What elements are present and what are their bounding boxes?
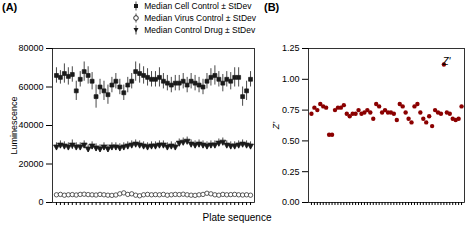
svg-text:0.00: 0.00	[282, 197, 300, 207]
svg-text:Luminescence: Luminescence	[9, 96, 19, 154]
html-text:(B): (B)	[264, 1, 280, 13]
html-text:(A): (A)	[2, 1, 18, 13]
svg-text:Z’: Z’	[271, 121, 281, 130]
svg-text:0.25: 0.25	[282, 167, 300, 177]
svg-text:0.75: 0.75	[282, 105, 300, 115]
svg-text:1.00: 1.00	[282, 74, 300, 84]
svg-text:0: 0	[38, 197, 43, 207]
svg-text:20000: 20000	[18, 159, 43, 169]
svg-text:80000: 80000	[18, 43, 43, 53]
html-text:Median Cell Control ± StDev: Median Cell Control ± StDev	[144, 1, 252, 11]
svg-text:60000: 60000	[18, 82, 43, 92]
svg-text:Z': Z'	[442, 56, 452, 67]
html-text:Plate sequence: Plate sequence	[202, 212, 272, 223]
html-text:Median Control Drug ± StDev: Median Control Drug ± StDev	[144, 25, 256, 35]
html-text:Median Virus Control ± StDev: Median Virus Control ± StDev	[144, 13, 256, 23]
svg-text:0.50: 0.50	[282, 136, 300, 146]
svg-text:40000: 40000	[18, 120, 43, 130]
svg-text:1.25: 1.25	[282, 43, 300, 53]
